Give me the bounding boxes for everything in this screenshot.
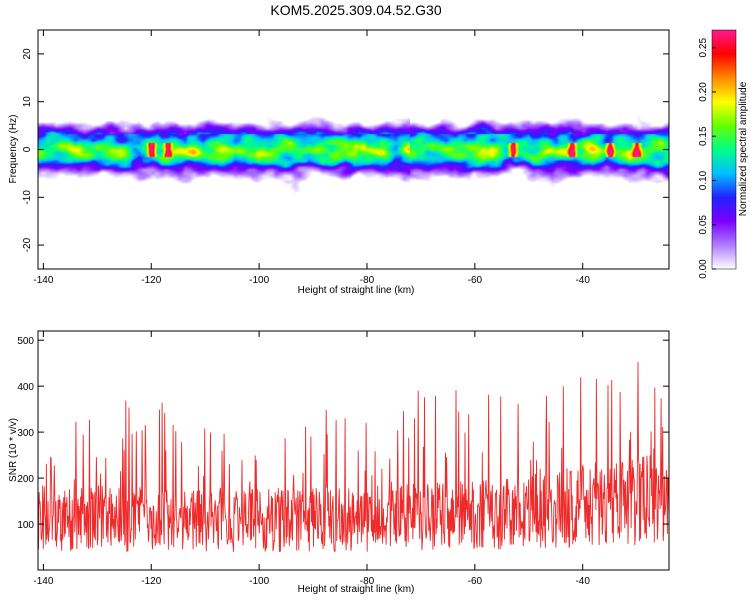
x-tick-label: -60 [468,576,483,587]
x-tick-label: -100 [249,275,269,286]
snr-panel: -140 -120 -100 -80 -60 -40 100 200 300 400 500 He… [8,330,670,595]
colorbar-gradient [711,29,737,270]
y-tick-label: 400 [17,382,34,393]
snr-y-axis-label: SNR (10 * v/v) [8,418,19,482]
y-tick-label: 300 [17,428,34,439]
y-tick-label: 500 [17,336,34,347]
colorbar-tick-label: 0.10 [698,170,709,190]
y-tick-label: 20 [22,48,33,60]
colorbar-ticks: 0.00 0.05 0.10 0.15 0.20 0.25 [698,38,716,279]
snr-x-ticks: -140 -120 -100 -80 -60 -40 [33,331,590,587]
spectrogram-y-ticks: -20 -10 0 10 20 [22,48,669,252]
y-tick-label: -10 [22,190,33,205]
y-tick-label: 200 [17,474,34,485]
colorbar-tick-label: 0.20 [698,82,709,102]
colorbar-tick-label: 0.00 [698,259,709,279]
spectrogram-x-ticks: -140 -120 -100 -80 -60 -40 [33,30,590,286]
colorbar-tick-label: 0.15 [698,126,709,146]
x-tick-label: -120 [141,576,161,587]
figure-title: KOM5.2025.309.04.52.G30 [270,2,441,18]
x-tick-label: -140 [33,275,53,286]
snr-frame [37,330,670,571]
snr-series-line [37,361,670,553]
x-tick-label: -140 [33,576,53,587]
x-tick-label: -40 [575,576,590,587]
colorbar-tick-label: 0.05 [698,215,709,235]
spectrogram-y-axis-label: Frequency (Hz) [8,115,19,184]
x-tick-label: -120 [141,275,161,286]
y-tick-label: 100 [17,520,34,531]
y-tick-label: 10 [22,96,33,108]
x-tick-label: -80 [360,275,375,286]
x-tick-label: -80 [360,576,375,587]
y-tick-label: -20 [22,237,33,252]
snr-y-ticks: 100 200 300 400 500 [17,336,669,531]
colorbar-tick-label: 0.25 [698,38,709,58]
colorbar: 0.00 0.05 0.10 0.15 0.20 0.25 Normalized spec… [698,29,749,279]
y-tick-label: 0 [22,146,33,152]
spectrogram-heatmap [38,30,669,269]
x-tick-label: -60 [468,275,483,286]
spectrogram-x-axis-label: Height of straight line (km) [298,285,415,296]
snr-x-axis-label: Height of straight line (km) [298,584,415,595]
x-tick-label: -40 [575,275,590,286]
colorbar-label: Normalized spectral amplitude [738,81,749,216]
x-tick-label: -100 [249,576,269,587]
